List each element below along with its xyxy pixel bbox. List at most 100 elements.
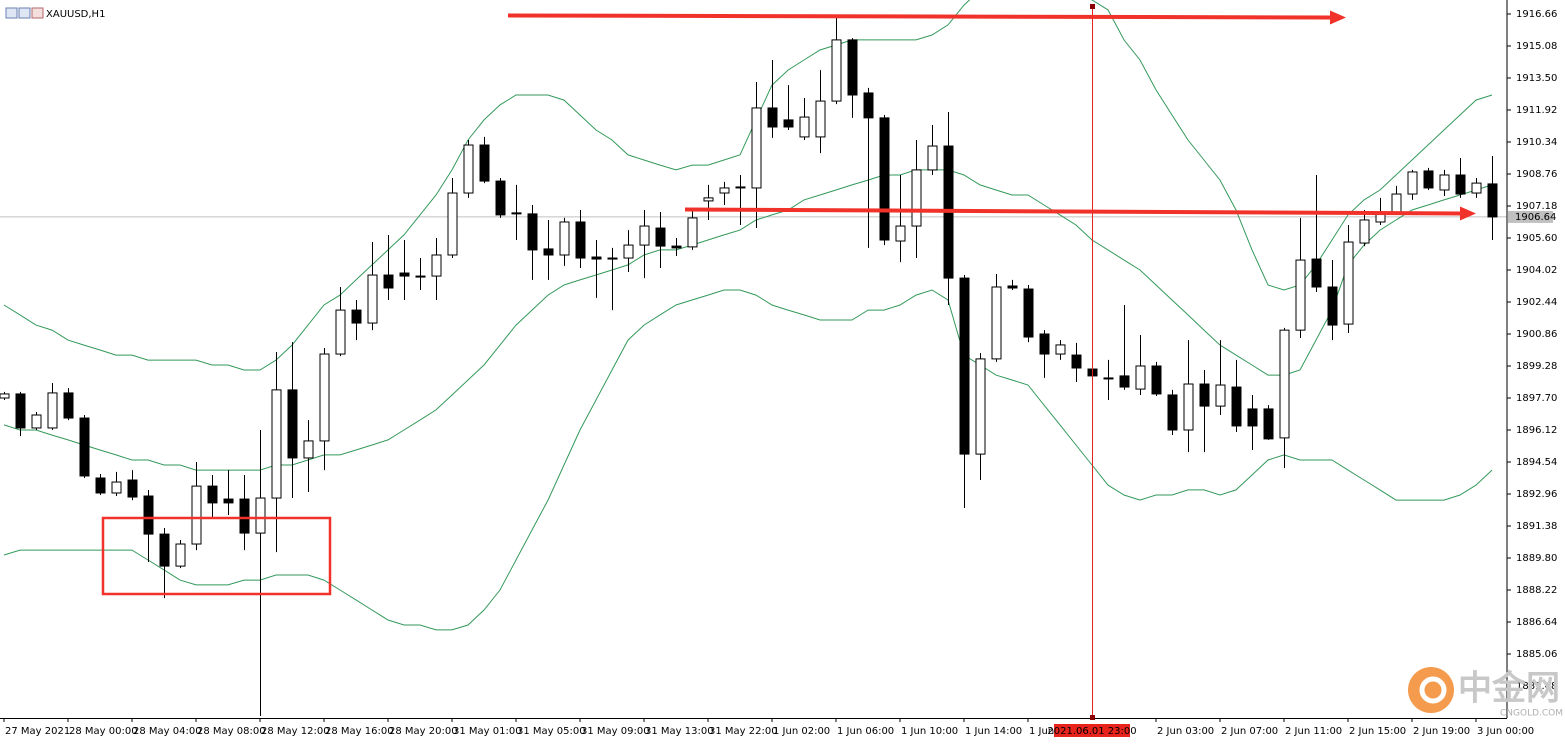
candle-body <box>15 393 26 429</box>
candle-body <box>1039 333 1050 355</box>
candle-body <box>1279 329 1290 439</box>
candle-body <box>479 144 490 182</box>
x-tick-label: 3 Jun 00:00 <box>1477 726 1534 737</box>
candle-body <box>1135 365 1146 390</box>
candle-body <box>1439 174 1450 191</box>
y-tick-label: 1908.76 <box>1516 169 1557 180</box>
watermark-logo <box>1408 667 1454 713</box>
x-tick-label: 1 Jun 06:00 <box>837 726 894 737</box>
current-price-box <box>1508 210 1553 223</box>
y-tick-label: 1896.12 <box>1516 425 1557 436</box>
candle-body <box>1263 408 1274 440</box>
y-tick-label: 1899.28 <box>1516 361 1557 372</box>
y-tick-label: 1891.38 <box>1516 521 1557 532</box>
candle-body <box>79 417 90 477</box>
current-price-label: 1906.64 <box>1515 212 1556 223</box>
candle-body <box>0 393 10 399</box>
candle-body <box>527 213 538 251</box>
y-tick-label: 1910.34 <box>1516 137 1557 148</box>
y-tick-label: 1897.70 <box>1516 393 1557 404</box>
candle-body <box>207 485 218 504</box>
y-tick-label: 1911.92 <box>1516 105 1557 116</box>
candle-body <box>559 221 570 256</box>
candle-body <box>127 479 138 498</box>
candle-body <box>575 221 586 259</box>
crosshair-label: 2021.06.01 23:00 <box>1047 726 1136 737</box>
x-tick-label: 2 Jun 07:00 <box>1221 726 1278 737</box>
candle-body <box>911 169 922 227</box>
y-tick-label: 1888.22 <box>1516 585 1557 596</box>
watermark-text: 中金网 <box>1458 669 1560 709</box>
candle-body <box>863 92 874 119</box>
candle-body <box>783 119 794 128</box>
arrow-line <box>507 13 1333 20</box>
band-upper <box>3 0 1493 371</box>
candle-body <box>671 245 682 249</box>
candle-body <box>1455 174 1466 195</box>
x-tick-label: 28 May 16:00 <box>325 726 394 737</box>
x-tick-label: 28 May 08:00 <box>197 726 266 737</box>
candle-body <box>639 225 650 246</box>
candle-body <box>959 277 970 455</box>
candle-body <box>95 477 106 494</box>
y-tick-label: 1900.86 <box>1516 329 1557 340</box>
band-lower <box>3 289 1493 631</box>
candle-body <box>703 197 714 202</box>
candle-body <box>1215 384 1226 407</box>
candle-body <box>383 274 394 289</box>
candle-body <box>1199 383 1210 407</box>
band-middle <box>3 169 1493 471</box>
y-tick-label: 1885.06 <box>1516 649 1557 660</box>
candle-body <box>1231 386 1242 427</box>
candle-body <box>927 145 938 171</box>
y-tick-label: 1889.80 <box>1516 553 1557 564</box>
candle-body <box>655 227 666 247</box>
candle-body <box>1311 258 1322 288</box>
y-tick-label: 1913.50 <box>1516 73 1557 84</box>
candle-body <box>415 275 426 278</box>
candle-body <box>1487 183 1498 218</box>
x-tick-label: 31 May 09:00 <box>581 726 650 737</box>
x-tick-label: 31 May 13:00 <box>645 726 714 737</box>
candle-body <box>1007 285 1018 289</box>
candle-body <box>1023 288 1034 338</box>
candle-body <box>1359 219 1370 244</box>
candle-body <box>1343 241 1354 325</box>
candle-body <box>495 180 506 216</box>
y-tick-label: 1916.66 <box>1516 9 1557 20</box>
candle-body <box>319 353 330 442</box>
candle-body <box>143 495 154 535</box>
x-tick-label: 31 May 22:00 <box>709 726 778 737</box>
plot-area <box>0 0 1507 716</box>
candle-body <box>271 389 282 499</box>
x-tick-label: 1 Jun 02:00 <box>773 726 830 737</box>
candle-body <box>1423 170 1434 189</box>
y-tick-label: 1905.60 <box>1516 233 1557 244</box>
x-tick-label: 28 May 04:00 <box>133 726 202 737</box>
candle-body <box>159 533 170 567</box>
candle-body <box>591 256 602 260</box>
arrow-line <box>684 207 1463 216</box>
candle-body <box>895 225 906 242</box>
x-tick-label: 28 May 00:00 <box>69 726 138 737</box>
highlight-box <box>101 516 332 596</box>
candle-body <box>1407 171 1418 195</box>
candle-body <box>287 389 298 459</box>
y-tick-label: 1902.44 <box>1516 297 1557 308</box>
x-tick-label: 1 Jun <box>1029 726 1054 737</box>
candle-body <box>367 274 378 324</box>
crosshair-dot <box>1090 4 1095 9</box>
candle-body <box>1391 193 1402 215</box>
crosshair-dot <box>1090 715 1095 720</box>
candle-body <box>1183 383 1194 431</box>
candle-body <box>239 498 250 534</box>
icon <box>31 7 44 19</box>
candle-body <box>335 309 346 355</box>
candle-body <box>47 392 58 429</box>
watermark-site: CNGOLD.COM <box>1500 709 1563 719</box>
icon <box>5 7 18 19</box>
candle-body <box>1151 365 1162 395</box>
candle-body <box>847 39 858 96</box>
icon <box>18 7 31 19</box>
x-tick-label: 2 Jun 15:00 <box>1349 726 1406 737</box>
